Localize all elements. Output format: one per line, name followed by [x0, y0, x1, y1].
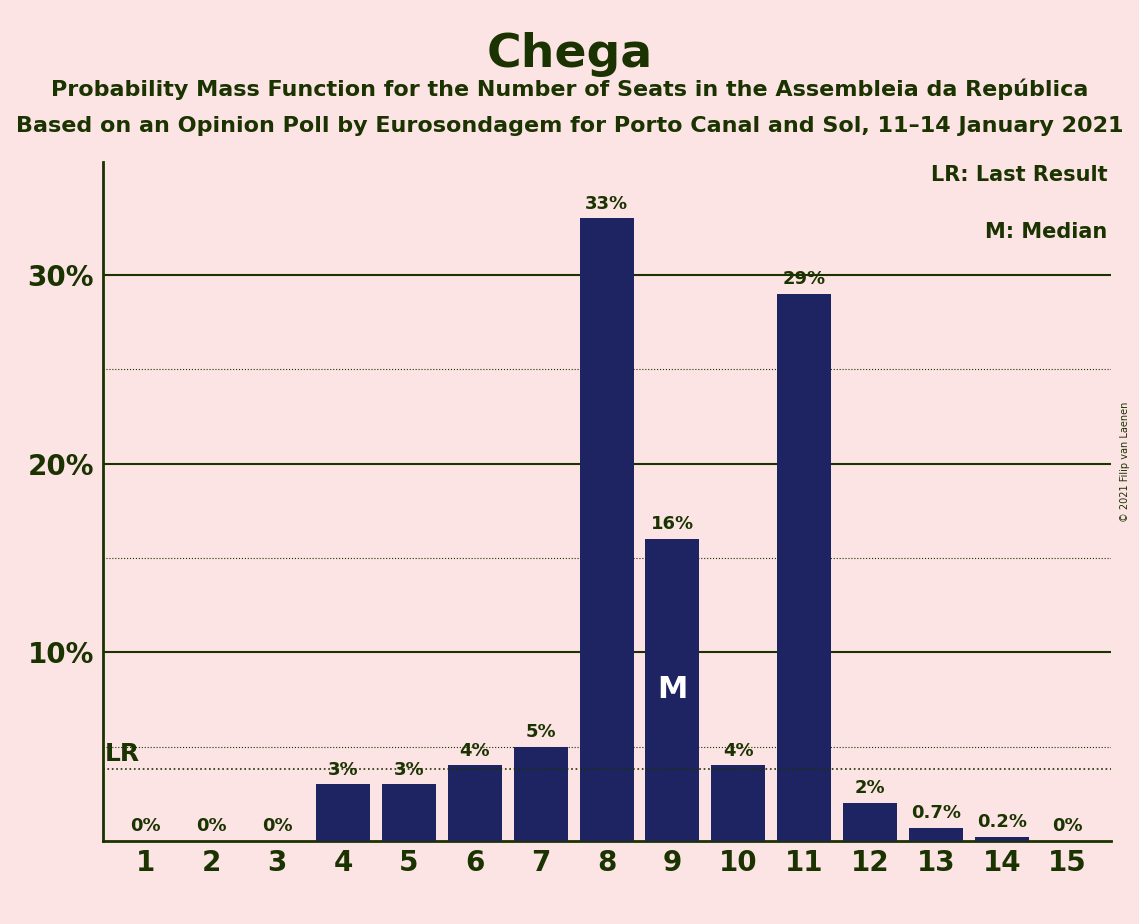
Text: 33%: 33%: [585, 195, 628, 213]
Text: 0%: 0%: [130, 817, 161, 835]
Text: M: M: [657, 675, 688, 704]
Text: 29%: 29%: [782, 270, 826, 288]
Bar: [843, 803, 898, 841]
Text: 5%: 5%: [525, 723, 556, 741]
Text: Probability Mass Function for the Number of Seats in the Assembleia da República: Probability Mass Function for the Number…: [51, 79, 1088, 100]
Text: 0.2%: 0.2%: [977, 813, 1027, 832]
Text: 4%: 4%: [723, 742, 754, 760]
Text: 4%: 4%: [459, 742, 490, 760]
Bar: [777, 294, 831, 841]
Text: Based on an Opinion Poll by Eurosondagem for Porto Canal and Sol, 11–14 January : Based on an Opinion Poll by Eurosondagem…: [16, 116, 1123, 136]
Text: 0.7%: 0.7%: [911, 804, 961, 822]
Text: 3%: 3%: [328, 760, 359, 779]
Bar: [580, 218, 633, 841]
Bar: [382, 784, 436, 841]
Text: LR: Last Result: LR: Last Result: [931, 165, 1107, 186]
Bar: [646, 539, 699, 841]
Bar: [316, 784, 370, 841]
Text: 3%: 3%: [394, 760, 424, 779]
Bar: [975, 837, 1029, 841]
Text: M: Median: M: Median: [985, 222, 1107, 242]
Text: © 2021 Filip van Laenen: © 2021 Filip van Laenen: [1121, 402, 1130, 522]
Bar: [909, 828, 962, 841]
Bar: [448, 765, 502, 841]
Bar: [711, 765, 765, 841]
Text: Chega: Chega: [486, 32, 653, 78]
Text: 0%: 0%: [1052, 817, 1083, 835]
Text: 2%: 2%: [854, 780, 885, 797]
Text: LR: LR: [105, 742, 140, 766]
Text: 0%: 0%: [196, 817, 227, 835]
Bar: [514, 747, 567, 841]
Text: 16%: 16%: [650, 516, 694, 533]
Text: 0%: 0%: [262, 817, 293, 835]
